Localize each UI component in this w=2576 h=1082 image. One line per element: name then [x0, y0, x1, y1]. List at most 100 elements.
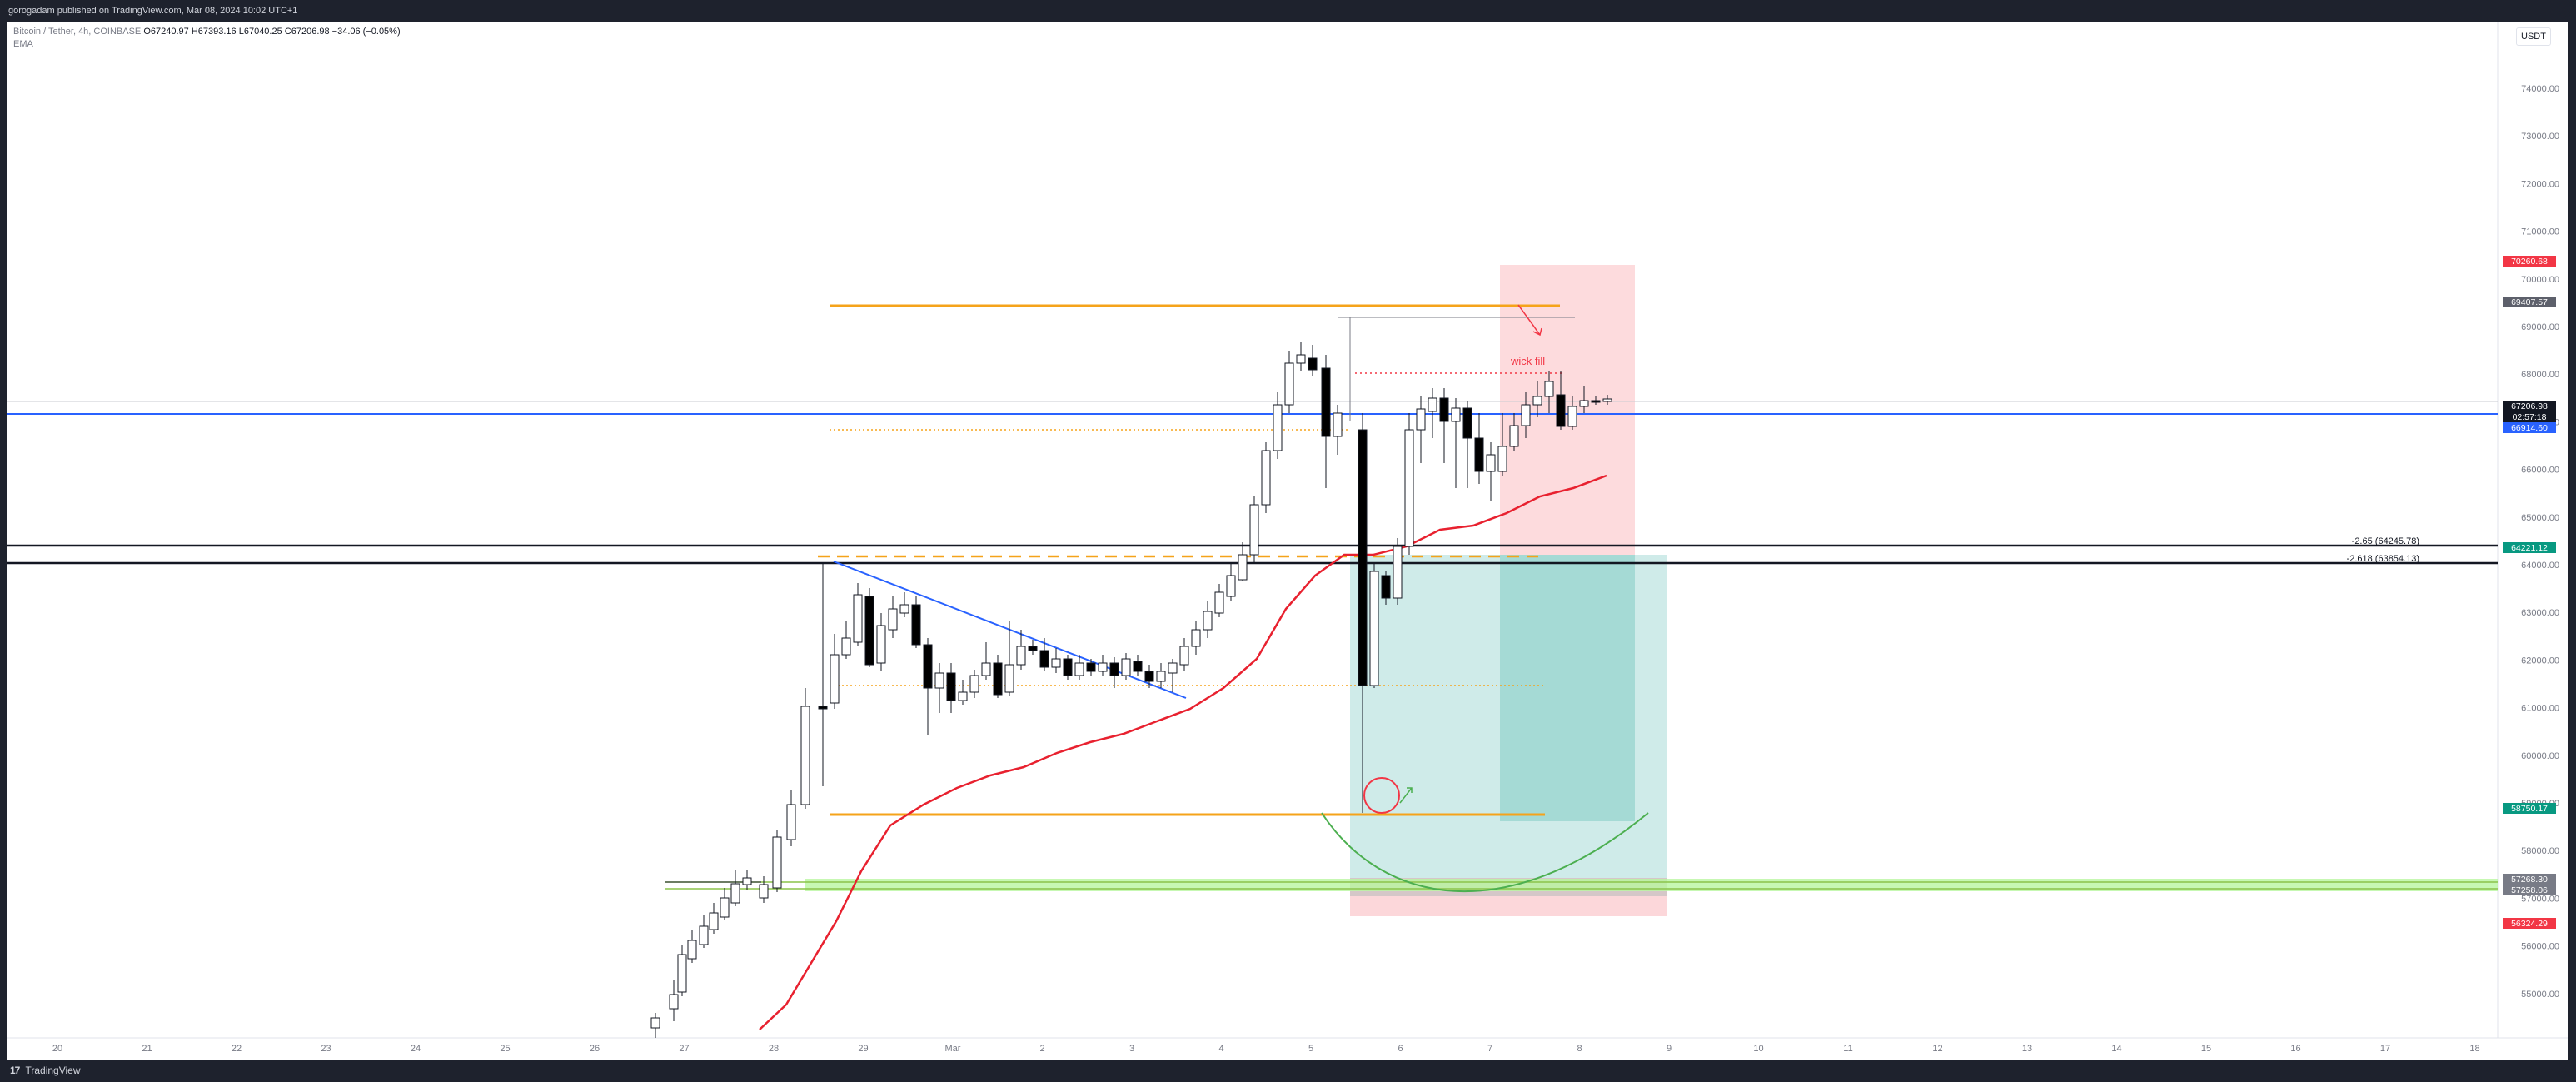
cup-arc[interactable]	[1321, 812, 1649, 893]
candles[interactable]	[650, 342, 1612, 1038]
candle-down[interactable]	[1109, 662, 1119, 676]
candle-up[interactable]	[1451, 407, 1461, 422]
candle-up[interactable]	[1203, 611, 1213, 631]
price-badge	[2503, 885, 2556, 895]
candle-up[interactable]	[1296, 354, 1306, 364]
candle-down[interactable]	[911, 604, 921, 646]
candle-up[interactable]	[1249, 504, 1259, 556]
candle-up[interactable]	[1509, 425, 1519, 447]
candle-down[interactable]	[1439, 397, 1449, 422]
candle-up[interactable]	[853, 594, 863, 643]
candle-up[interactable]	[830, 654, 840, 704]
candle-up[interactable]	[1238, 554, 1248, 581]
chart-pane[interactable]: wick fill -2.65 (64245.78) -2.618 (63854…	[7, 22, 2568, 1060]
wick-fill-label[interactable]: wick fill	[1510, 355, 1545, 367]
candle-down[interactable]	[1133, 661, 1143, 672]
candle-up[interactable]	[969, 675, 979, 693]
candle-up[interactable]	[1486, 454, 1496, 472]
candle-up[interactable]	[669, 994, 679, 1010]
candle-up[interactable]	[742, 877, 752, 885]
candle-up[interactable]	[650, 1017, 660, 1029]
candle-up[interactable]	[1416, 408, 1426, 431]
candle-up[interactable]	[1121, 658, 1131, 676]
symbol-label[interactable]: Bitcoin / Tether, 4h, COINBASE	[13, 27, 142, 37]
candle-down[interactable]	[1144, 671, 1154, 682]
candle-up[interactable]	[1497, 446, 1507, 472]
candle-up[interactable]	[1544, 381, 1554, 397]
candle-down[interactable]	[818, 706, 828, 710]
candle-up[interactable]	[958, 691, 968, 701]
candle-down[interactable]	[1039, 650, 1049, 668]
candle-up[interactable]	[1074, 662, 1084, 676]
candle-up[interactable]	[1284, 362, 1294, 406]
candle-up[interactable]	[1156, 671, 1166, 682]
candle-up[interactable]	[1521, 404, 1531, 426]
candle-up[interactable]	[1393, 546, 1403, 599]
candle-up[interactable]	[720, 897, 730, 918]
ema-indicator-label[interactable]: EMA	[13, 39, 33, 49]
candle-down[interactable]	[1556, 394, 1566, 427]
candle-up[interactable]	[1579, 400, 1589, 407]
candle-down[interactable]	[1358, 429, 1368, 686]
candle-down[interactable]	[1028, 646, 1038, 651]
candle-down[interactable]	[946, 672, 956, 701]
candle-up[interactable]	[899, 604, 909, 614]
candle-up[interactable]	[934, 672, 944, 689]
chart-canvas[interactable]: wick fill -2.65 (64245.78) -2.618 (63854…	[7, 22, 2568, 1060]
candle-down[interactable]	[1474, 437, 1484, 472]
candle-up[interactable]	[699, 925, 709, 945]
price-axis[interactable]: 74000.00 73000.00 72000.00 71000.00 70000.00…	[2521, 84, 2559, 1000]
candle-up[interactable]	[1567, 406, 1577, 427]
candle-down[interactable]	[1086, 662, 1096, 672]
candle-up[interactable]	[1004, 664, 1014, 693]
candle-up[interactable]	[1214, 591, 1224, 614]
candle-up[interactable]	[1333, 412, 1343, 437]
candle-down[interactable]	[1063, 658, 1073, 676]
candle-down[interactable]	[1462, 407, 1472, 439]
candle-up[interactable]	[1261, 450, 1271, 506]
wick-circle[interactable]	[1363, 777, 1400, 814]
candle-up[interactable]	[677, 954, 687, 993]
price-badge	[2503, 297, 2556, 307]
candle-up[interactable]	[709, 912, 719, 930]
candle-up[interactable]	[1532, 396, 1542, 406]
candle-up[interactable]	[730, 883, 740, 904]
candle-up[interactable]	[772, 836, 782, 889]
price-tick-label: 61000.00	[2521, 704, 2559, 714]
candle-up[interactable]	[876, 625, 886, 664]
candle-up[interactable]	[687, 940, 697, 960]
candle-up[interactable]	[1369, 571, 1379, 686]
candle-up[interactable]	[981, 662, 991, 676]
ema-line[interactable]	[759, 474, 1607, 1030]
candle-up[interactable]	[888, 608, 898, 631]
currency-button[interactable]: USDT	[2516, 27, 2551, 46]
candle-down[interactable]	[993, 662, 1003, 696]
candle-up[interactable]	[1602, 398, 1612, 402]
candle-up[interactable]	[1273, 404, 1283, 451]
candle-up[interactable]	[800, 706, 810, 805]
candle-up[interactable]	[1226, 575, 1236, 597]
time-tick-label: 16	[2290, 1044, 2300, 1054]
candle-up[interactable]	[759, 884, 769, 899]
candle-up[interactable]	[1098, 662, 1108, 672]
candle-down[interactable]	[1308, 357, 1318, 371]
candle-up[interactable]	[1051, 658, 1061, 668]
candle-up[interactable]	[1179, 646, 1189, 666]
time-tick-label: Mar	[945, 1044, 961, 1054]
price-tick-label: 70000.00	[2521, 275, 2559, 285]
candle-down[interactable]	[864, 596, 874, 666]
footer-brand[interactable]: TradingView	[25, 1065, 81, 1076]
candle-up[interactable]	[841, 637, 851, 656]
candle-down[interactable]	[1381, 575, 1391, 599]
candle-up[interactable]	[1428, 397, 1437, 412]
candle-up[interactable]	[786, 804, 796, 840]
candle-down[interactable]	[923, 644, 933, 689]
candle-up[interactable]	[1404, 429, 1414, 547]
candle-up[interactable]	[1016, 646, 1026, 666]
candle-up[interactable]	[1168, 662, 1178, 674]
candle-down[interactable]	[1321, 367, 1331, 437]
candle-down[interactable]	[1591, 400, 1601, 403]
candle-up[interactable]	[1191, 629, 1201, 647]
time-axis[interactable]: 20 21 22 23 24 25 26 27 28 29 Mar 2 3 4 5 6 7 8 9 10 11 12 13 1…	[52, 1044, 2480, 1054]
time-tick-label: 4	[1218, 1044, 1223, 1054]
